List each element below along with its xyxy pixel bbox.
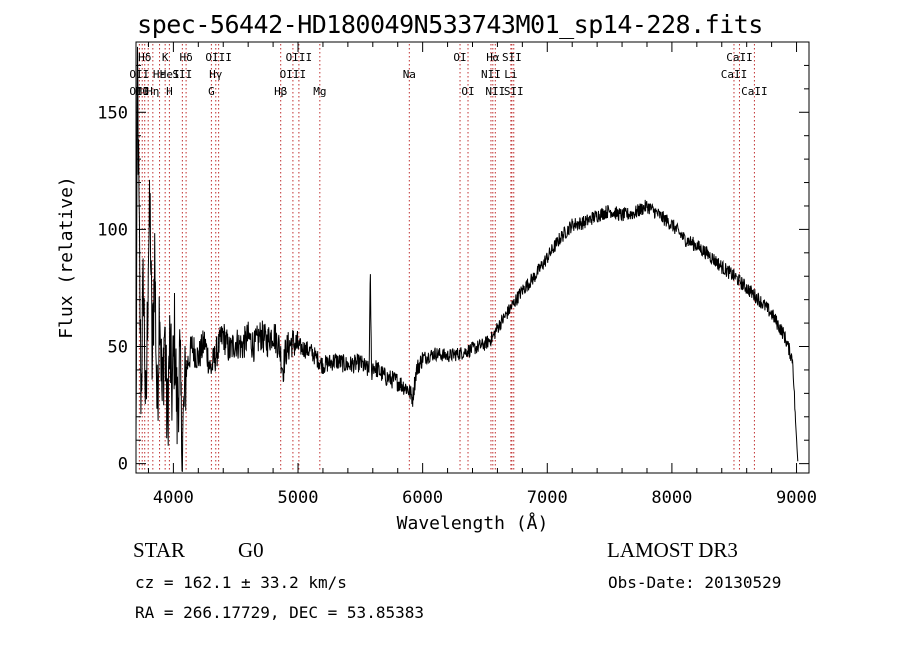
spectrum-line xyxy=(135,46,799,472)
y-tick-label: 100 xyxy=(97,220,128,240)
line-marker-group xyxy=(138,44,755,472)
spectral-line-label: CaII xyxy=(726,51,753,64)
y-tick-label: 0 xyxy=(118,455,128,475)
spectral-line-label: SII xyxy=(172,68,192,81)
x-axis-label: Wavelength (Å) xyxy=(397,512,549,534)
spectral-line-label: SII xyxy=(504,85,524,98)
spectral-line-label: Hα xyxy=(486,51,500,64)
x-tick-label: 6000 xyxy=(402,488,443,508)
spectral-line-label: SII xyxy=(502,51,522,64)
y-tick-label: 150 xyxy=(97,103,128,123)
spectral-line-label: Hθ xyxy=(136,85,149,98)
spectral-line-label: HeI xyxy=(160,68,180,81)
spectral-line-label: H xyxy=(166,85,173,98)
y-axis-label: Flux (relative) xyxy=(56,176,77,339)
spectral-line-label: OIII xyxy=(286,51,313,64)
spectral-line-label: Hη xyxy=(146,85,159,98)
spectral-line-label: CaII xyxy=(741,85,768,98)
x-tick-label: 8000 xyxy=(651,488,692,508)
chart-title: spec-56442-HD180049N533743M01_sp14-228.f… xyxy=(137,10,763,39)
x-tick-label: 4000 xyxy=(153,488,194,508)
spectral-subclass: G0 xyxy=(238,538,264,562)
x-tick-label: 9000 xyxy=(776,488,817,508)
spectral-line-label: Na xyxy=(403,68,416,81)
spectral-line-label: OII xyxy=(129,68,149,81)
spectral-line-label: Li xyxy=(504,68,517,81)
coordinates: RA = 266.17729, DEC = 53.85383 xyxy=(135,603,424,622)
y-tick-label: 50 xyxy=(108,338,128,358)
spectral-line-label: Hγ xyxy=(209,68,223,81)
spectral-line-label: Hε xyxy=(153,68,166,81)
spectral-line-label: NII xyxy=(485,85,505,98)
spectral-line-label: Hδ xyxy=(138,51,151,64)
spectral-line-label: Hδ xyxy=(179,51,192,64)
axis-ticks: 4000 5000 6000 7000 8000 9000 0 50 100 150 xyxy=(97,42,817,508)
spectral-line-label: OI xyxy=(453,51,466,64)
object-class: STAR xyxy=(133,538,185,562)
spectral-line-label: G xyxy=(208,85,215,98)
spectral-line-label: K xyxy=(162,51,169,64)
spectral-line-label: NII xyxy=(481,68,501,81)
x-tick-label: 5000 xyxy=(278,488,319,508)
x-tick-label: 7000 xyxy=(527,488,568,508)
obs-date: Obs-Date: 20130529 xyxy=(608,573,782,592)
spectral-line-label: OI xyxy=(461,85,474,98)
spectral-line-label: OIII xyxy=(280,68,307,81)
spectral-line-label: Mg xyxy=(313,85,326,98)
survey-name: LAMOST DR3 xyxy=(607,538,738,562)
spectral-line-label: OII xyxy=(129,85,149,98)
spectral-line-label: Hβ xyxy=(274,85,288,98)
spectral-line-label: OIII xyxy=(205,51,232,64)
redshift-readout: cz = 162.1 ± 33.2 km/s xyxy=(135,573,347,592)
spectral-line-label: CaII xyxy=(721,68,748,81)
